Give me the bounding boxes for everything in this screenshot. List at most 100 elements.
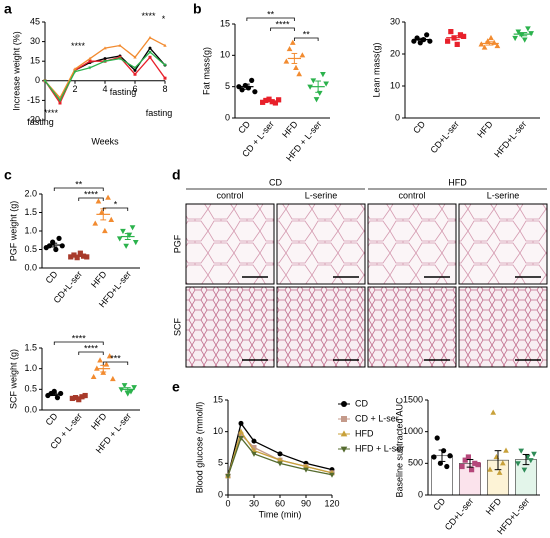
x-tick-label: 6: [132, 84, 137, 94]
y-tick-label: 0: [218, 489, 223, 499]
data-point: [457, 32, 464, 38]
y-tick-label: 1.5: [24, 342, 37, 352]
y-tick-label: 1000: [403, 426, 423, 436]
panel-letter: b: [193, 1, 202, 17]
data-point: [272, 100, 279, 106]
x-tick-label: 8: [162, 84, 167, 94]
data-point: [90, 373, 97, 380]
data-point: [101, 227, 108, 234]
data-point: [88, 56, 92, 60]
data-point: [521, 37, 528, 43]
data-point: [252, 89, 258, 95]
series-line: [227, 421, 333, 477]
y-tick-label: 0: [35, 75, 40, 85]
micrograph: [185, 203, 275, 285]
data-point: [58, 99, 62, 103]
legend-marker: [341, 416, 347, 422]
data-point: [503, 447, 509, 453]
y-tick-label: 30: [390, 16, 400, 26]
y-tick-label: 2.0: [24, 188, 37, 198]
row-label: SCF: [172, 317, 182, 336]
data-point: [481, 44, 488, 50]
y-tick-label: 0.0: [24, 404, 37, 414]
annotation: ****: [141, 11, 156, 21]
data-point: [307, 84, 313, 90]
data-point: [488, 34, 494, 41]
data-point: [56, 235, 62, 241]
y-tick-label: 30: [30, 36, 40, 46]
significance-label: ****: [84, 189, 99, 199]
data-point: [92, 220, 99, 226]
annotation: fasting: [146, 108, 173, 118]
panel-letter: a: [4, 1, 12, 17]
data-point: [310, 78, 317, 84]
data-point: [103, 57, 107, 61]
panel-letter: c: [4, 167, 12, 183]
data-point: [515, 461, 521, 467]
y-axis-label: Lean mass(g): [371, 42, 381, 97]
data-point: [266, 96, 272, 102]
series-line: [227, 436, 333, 477]
significance-label: ****: [72, 333, 87, 343]
data-point: [123, 243, 130, 249]
legend-marker: [341, 401, 347, 407]
condition-label: control: [398, 190, 425, 200]
legend-marker: [340, 430, 348, 437]
legend-label: HFD: [355, 428, 374, 438]
data-point: [277, 451, 283, 457]
data-point: [120, 228, 126, 235]
data-point: [133, 68, 137, 72]
data-point: [133, 66, 137, 70]
group-label: CD: [269, 177, 282, 187]
x-tick-label: CD: [44, 411, 60, 428]
y-tick-label: 1500: [403, 394, 423, 404]
x-tick-label: 60: [275, 498, 285, 508]
x-tick-label: CD: [411, 119, 427, 136]
data-point: [494, 42, 501, 49]
y-tick-label: 20: [390, 48, 400, 58]
y-axis-label: Increase weight (%): [11, 31, 21, 111]
data-point: [263, 97, 269, 104]
data-point: [77, 250, 83, 256]
data-point: [469, 467, 475, 473]
annotation: fasting: [110, 87, 137, 97]
micrograph: [458, 203, 548, 285]
x-tick-label: HFD: [484, 496, 504, 517]
significance-bracket: [102, 361, 129, 365]
series-line: [44, 56, 166, 105]
data-point: [459, 463, 465, 470]
data-point: [54, 395, 61, 401]
data-point: [129, 225, 136, 231]
data-point: [454, 41, 460, 47]
data-point: [293, 64, 299, 70]
y-tick-label: 10: [213, 426, 223, 436]
data-point: [88, 66, 92, 70]
y-tick-label: 0: [418, 489, 423, 499]
data-point: [163, 63, 167, 67]
data-point: [108, 216, 115, 222]
data-point: [109, 375, 116, 382]
data-point: [487, 466, 493, 472]
micrograph: [276, 286, 366, 368]
data-point: [118, 55, 122, 59]
y-axis-label: Blood glucose (mmol/l): [194, 402, 204, 494]
data-point: [238, 436, 244, 441]
x-tick-label: CD: [431, 496, 447, 513]
y-axis-label: PGF weight (g): [8, 201, 18, 262]
data-point: [447, 453, 453, 459]
x-tick-label: HFD: [280, 119, 300, 140]
data-point: [323, 81, 329, 87]
data-point: [515, 29, 522, 35]
significance-label: *: [114, 199, 118, 209]
data-point: [431, 454, 437, 460]
x-tick-label: 4: [102, 84, 107, 94]
x-tick-label: HFD+L-ser: [492, 119, 528, 159]
data-point: [69, 395, 75, 402]
data-point: [116, 236, 123, 242]
y-axis-label: Baseline subtracted AUC: [394, 397, 404, 498]
x-tick-label: 30: [249, 498, 259, 508]
data-point: [303, 467, 309, 473]
data-point: [521, 467, 528, 473]
condition-label: control: [216, 190, 243, 200]
significance-label: **: [303, 29, 311, 39]
